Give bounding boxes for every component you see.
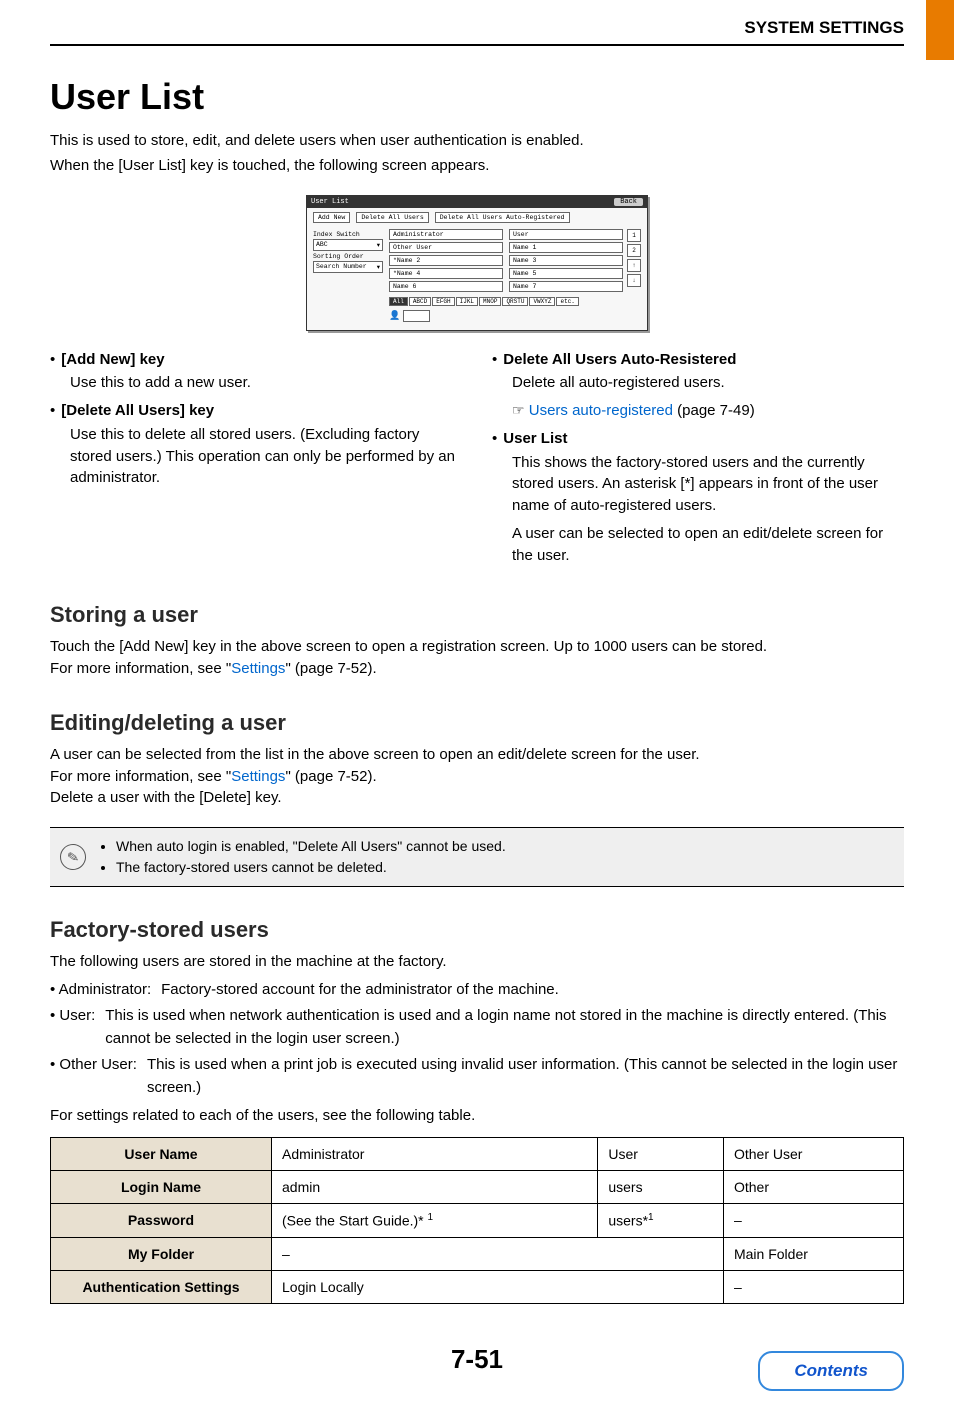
side-tab — [926, 0, 954, 60]
td: User — [598, 1138, 724, 1171]
delete-all-key-desc: Use this to delete all stored users. (Ex… — [70, 424, 462, 489]
storing-p2b: " (page 7-52). — [285, 660, 376, 677]
user-list-desc-1: This shows the factory-stored users and … — [512, 452, 904, 517]
td: Administrator — [272, 1138, 598, 1171]
delete-auto-title: Delete All Users Auto-Resistered — [503, 349, 736, 371]
ui-cell[interactable]: Name 3 — [509, 255, 623, 266]
factory-intro: The following users are stored in the ma… — [50, 951, 904, 973]
ui-cell[interactable]: Other User — [389, 242, 503, 253]
storing-p2a: For more information, see " — [50, 660, 231, 677]
td: Login Locally — [272, 1270, 724, 1303]
ui-sorting-label: Sorting Order — [313, 253, 383, 260]
ui-tab[interactable]: VWXYZ — [529, 297, 555, 306]
add-new-key-desc: Use this to add a new user. — [70, 372, 462, 394]
ui-cell[interactable]: Administrator — [389, 229, 503, 240]
storing-p1: Touch the [Add New] key in the above scr… — [50, 636, 904, 658]
note-icon: ✎ — [58, 842, 88, 872]
page-title: User List — [50, 76, 904, 118]
ui-tab[interactable]: EFGH — [432, 297, 454, 306]
ui-title: User List — [311, 198, 349, 206]
ui-cell[interactable]: *Name 4 — [389, 268, 503, 279]
ui-tab[interactable]: etc. — [556, 297, 578, 306]
factory-other-label: • Other User: — [50, 1054, 137, 1099]
td: Other — [723, 1171, 903, 1204]
td: users — [598, 1171, 724, 1204]
factory-user-label: • User: — [50, 1005, 95, 1050]
th-user-name: User Name — [51, 1138, 272, 1171]
editing-p3: Delete a user with the [Delete] key. — [50, 787, 904, 809]
td: admin — [272, 1171, 598, 1204]
ui-cell[interactable]: Name 5 — [509, 268, 623, 279]
intro-line-1: This is used to store, edit, and delete … — [50, 130, 904, 152]
ui-page-1[interactable]: 1 — [627, 229, 641, 242]
user-list-title: User List — [503, 428, 567, 450]
storing-user-heading: Storing a user — [50, 602, 904, 628]
factory-users-heading: Factory-stored users — [50, 917, 904, 943]
ui-add-new[interactable]: Add New — [313, 212, 350, 223]
note-box: ✎ When auto login is enabled, "Delete Al… — [50, 827, 904, 887]
settings-link-1[interactable]: Settings — [231, 660, 285, 677]
ui-cell[interactable]: User — [509, 229, 623, 240]
reference-icon: ☞ — [512, 402, 525, 418]
ui-scroll-down[interactable]: ↓ — [627, 274, 641, 287]
delete-all-key-title: [Delete All Users] key — [61, 400, 214, 422]
add-new-key-title: [Add New] key — [61, 349, 164, 371]
ui-index-switch-select[interactable]: ABC▾ — [313, 239, 383, 251]
delete-auto-desc: Delete all auto-registered users. — [512, 372, 904, 394]
user-list-screen-mock: User List Back Add New Delete All Users … — [306, 195, 648, 331]
ui-delete-all[interactable]: Delete All Users — [356, 212, 428, 223]
editing-p2a: For more information, see " — [50, 768, 231, 785]
users-auto-registered-link[interactable]: Users auto-registered — [529, 402, 673, 419]
note-1: When auto login is enabled, "Delete All … — [116, 836, 506, 857]
ui-tab[interactable]: MNOP — [479, 297, 501, 306]
td: – — [272, 1237, 724, 1270]
editing-p2b: " (page 7-52). — [285, 768, 376, 785]
td: Main Folder — [723, 1237, 903, 1270]
ui-cell[interactable]: Name 7 — [509, 281, 623, 292]
settings-link-2[interactable]: Settings — [231, 768, 285, 785]
factory-users-table: User Name Administrator User Other User … — [50, 1137, 904, 1304]
td: – — [723, 1204, 903, 1238]
factory-admin-desc: Factory-stored account for the administr… — [161, 979, 904, 1002]
ui-delete-auto[interactable]: Delete All Users Auto-Registered — [435, 212, 570, 223]
factory-user-desc: This is used when network authentication… — [105, 1005, 904, 1050]
editing-p1: A user can be selected from the list in … — [50, 744, 904, 766]
contents-button[interactable]: Contents — [758, 1351, 904, 1391]
ui-back-button[interactable]: Back — [614, 198, 643, 206]
factory-other-desc: This is used when a print job is execute… — [147, 1054, 904, 1099]
intro-line-2: When the [User List] key is touched, the… — [50, 155, 904, 177]
th-login-name: Login Name — [51, 1171, 272, 1204]
ui-cell[interactable]: *Name 2 — [389, 255, 503, 266]
td: – — [723, 1270, 903, 1303]
ui-index-switch-label: Index Switch — [313, 231, 383, 238]
ui-page-2[interactable]: 2 — [627, 244, 641, 257]
note-2: The factory-stored users cannot be delet… — [116, 857, 506, 878]
th-password: Password — [51, 1204, 272, 1238]
td: users*1 — [598, 1204, 724, 1238]
ui-tab[interactable]: All — [389, 297, 408, 306]
person-icon: 👤 — [389, 311, 400, 321]
ui-footer-box — [403, 310, 430, 322]
th-auth-settings: Authentication Settings — [51, 1270, 272, 1303]
ui-sorting-select[interactable]: Search Number▾ — [313, 261, 383, 273]
ui-tab[interactable]: IJKL — [456, 297, 478, 306]
td: (See the Start Guide.)* 1 — [272, 1204, 598, 1238]
ui-scroll-up[interactable]: ↑ — [627, 259, 641, 272]
ui-tab[interactable]: ABCD — [409, 297, 431, 306]
ui-cell[interactable]: Name 6 — [389, 281, 503, 292]
ui-cell[interactable]: Name 1 — [509, 242, 623, 253]
th-my-folder: My Folder — [51, 1237, 272, 1270]
factory-outro: For settings related to each of the user… — [50, 1105, 904, 1127]
user-list-desc-2: A user can be selected to open an edit/d… — [512, 523, 904, 567]
editing-user-heading: Editing/deleting a user — [50, 710, 904, 736]
chapter-header: SYSTEM SETTINGS — [50, 0, 904, 46]
td: Other User — [723, 1138, 903, 1171]
users-auto-registered-ref: (page 7-49) — [673, 402, 755, 419]
ui-tab[interactable]: QRSTU — [502, 297, 528, 306]
factory-admin-label: • Administrator: — [50, 979, 151, 1002]
